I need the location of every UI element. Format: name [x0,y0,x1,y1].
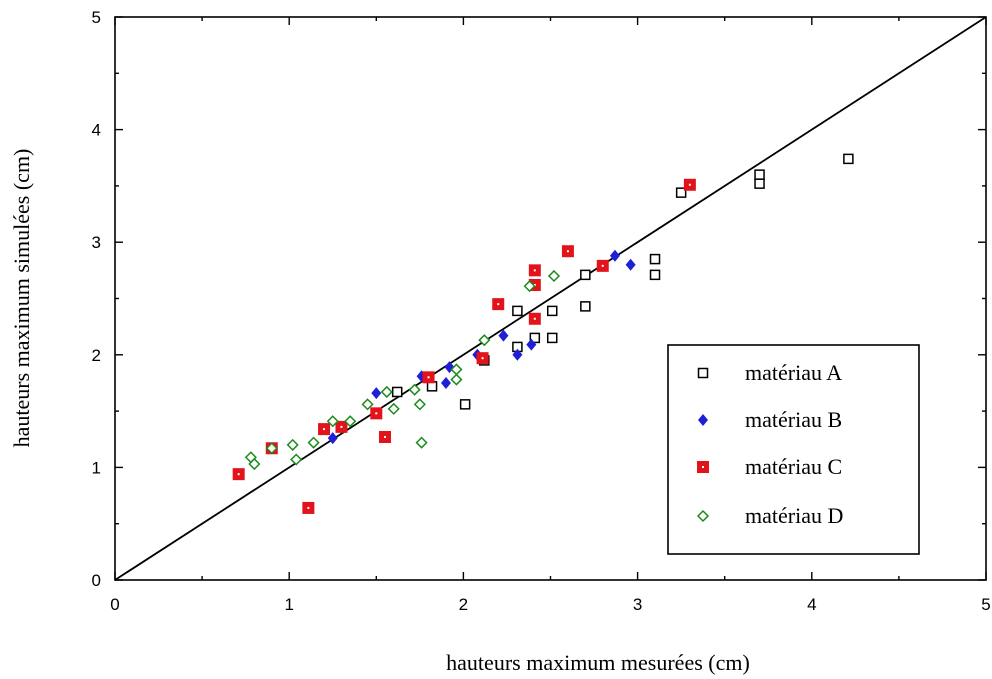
point-materiau-c [528,264,541,277]
legend: matériau A matériau B matériau C matériau D [667,344,920,555]
y-tick-label: 5 [92,8,101,27]
point-materiau-d [265,442,278,455]
point-materiau-c [302,501,315,514]
point-materiau-d [387,402,400,415]
x-tick-label: 2 [459,595,468,614]
point-materiau-d [286,438,299,451]
point-materiau-d [307,436,320,449]
legend-label-materiau-a: matériau A [745,360,842,385]
point-materiau-a [529,332,541,344]
point-materiau-b [609,249,620,262]
x-tick-label: 4 [807,595,816,614]
identity-reference-line [114,16,987,581]
y-tick-label: 0 [92,571,101,590]
x-axis-title: hauteurs maximum mesurées (cm) [446,650,750,675]
point-materiau-a [546,305,558,317]
tick-labels: 0 1 2 3 4 5 0 1 2 3 4 5 [92,8,991,614]
x-tick-label: 5 [981,595,990,614]
point-materiau-d [523,280,536,293]
point-materiau-b [498,329,509,342]
point-materiau-d [326,415,339,428]
point-materiau-c [492,298,505,311]
point-materiau-c [335,420,348,433]
y-tick-label: 2 [92,346,101,365]
point-materiau-b [327,432,338,445]
point-materiau-d [450,373,463,386]
point-materiau-d [413,398,426,411]
point-materiau-c [422,371,435,384]
point-materiau-c [232,468,245,481]
y-tick-label: 4 [92,121,101,140]
point-materiau-a [459,399,471,410]
point-materiau-b [526,338,537,351]
legend-marker-materiau-a [697,367,709,379]
point-materiau-b [512,348,523,361]
x-tick-label: 1 [284,595,293,614]
point-materiau-a [580,301,591,312]
point-materiau-d [450,363,463,376]
x-tick-label: 0 [110,595,119,614]
point-materiau-a [675,187,687,198]
point-materiau-c [476,352,489,365]
point-materiau-d [380,385,393,399]
point-materiau-a [580,269,591,281]
point-materiau-d [478,334,491,347]
point-materiau-d [248,457,261,471]
y-tick-label: 3 [92,233,101,252]
point-materiau-a [649,269,661,281]
y-axis-title: hauteurs maximum simulées (cm) [9,149,34,448]
axis-ticks [114,16,987,581]
point-materiau-c [596,259,609,272]
x-tick-label: 3 [633,595,642,614]
point-materiau-d [290,453,303,466]
y-tick-label: 1 [92,458,101,477]
point-materiau-d [415,436,428,449]
point-materiau-b [625,258,636,271]
point-materiau-d [361,398,374,411]
point-materiau-b [440,376,451,389]
point-materiau-a [754,169,765,180]
legend-marker-materiau-d [696,509,710,523]
legend-label-materiau-c: matériau C [745,454,842,479]
legend-marker-materiau-b [698,414,708,426]
legend-box [667,344,920,555]
legend-label-materiau-d: matériau D [745,503,843,528]
point-materiau-b [371,387,382,400]
point-materiau-a [754,178,765,189]
point-materiau-a [391,386,403,398]
point-materiau-a [512,305,523,317]
legend-label-materiau-b: matériau B [745,407,842,432]
point-materiau-c [318,423,331,436]
point-materiau-a [546,332,558,344]
point-materiau-a [843,153,854,165]
point-materiau-c [370,407,383,420]
point-materiau-d [408,383,421,396]
point-materiau-d [344,415,357,428]
data-points [232,153,854,514]
point-materiau-c [561,245,574,258]
point-materiau-d [547,269,561,283]
point-materiau-c [683,178,696,191]
point-materiau-c [528,312,541,325]
point-materiau-c [379,430,392,443]
legend-marker-materiau-c [697,461,709,473]
point-materiau-a [649,253,661,265]
